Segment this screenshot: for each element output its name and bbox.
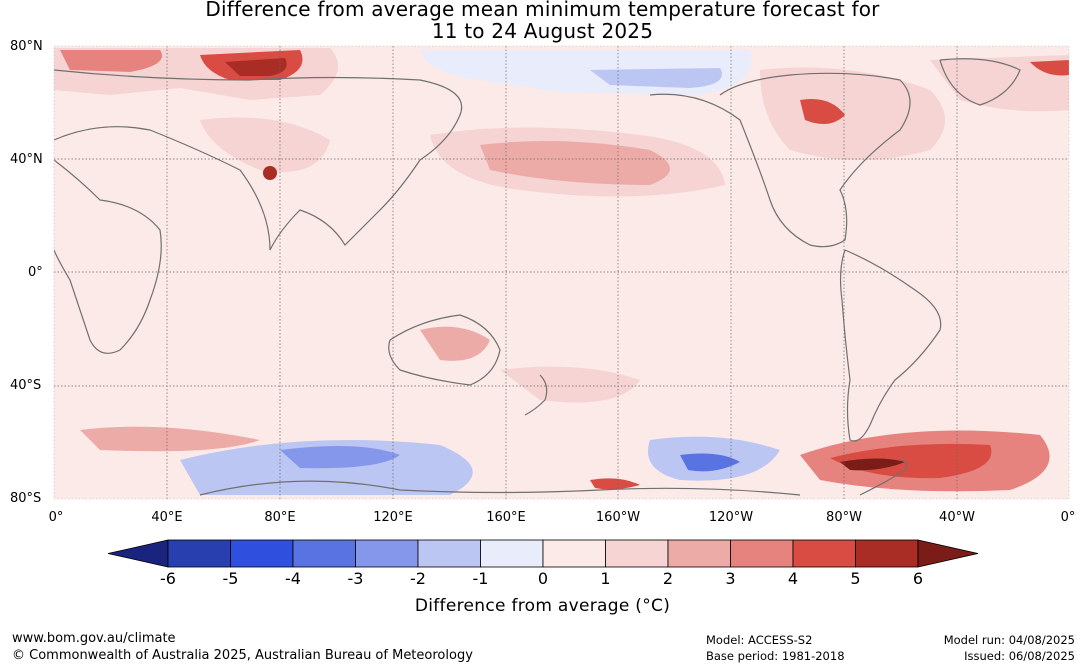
coastline-south-america	[839, 249, 942, 442]
colorbar-tick-label: -3	[347, 569, 364, 588]
anomaly-field-south-atlantic-core	[840, 458, 905, 471]
lat-label-40s: 40°S	[10, 378, 42, 393]
lat-label-0: 0°	[28, 265, 43, 280]
anomaly-field-south-pacific-cool-core	[680, 453, 740, 472]
colorbar-box-4	[417, 539, 481, 568]
map-frame	[53, 45, 1070, 500]
colorbar-box-2	[292, 539, 356, 568]
lon-label-40e: 40°E	[151, 510, 183, 525]
colorbar-box-3	[355, 539, 419, 568]
coastline-australia	[388, 314, 501, 386]
colorbar-tick-label: -4	[285, 569, 301, 588]
lon-label-0-east-edge: 0°	[1060, 510, 1076, 525]
anomaly-field-greenland-hot	[1030, 60, 1069, 76]
anomaly-field-drake-warm	[590, 478, 640, 490]
colorbar-tick-label: 6	[912, 569, 924, 588]
coastlines	[54, 58, 1021, 496]
coastline-greenland	[939, 58, 1021, 106]
anomaly-field-arctic-cool-core	[590, 68, 722, 88]
colorbar-tick-label: 2	[662, 569, 674, 588]
lon-label-160w: 160°W	[595, 510, 641, 525]
colorbar-extend-high	[917, 539, 979, 568]
source-url: www.bom.gov.au/climate	[12, 631, 176, 646]
issued-date: Issued: 06/08/2025	[964, 649, 1075, 663]
anomaly-field-australia-warm	[420, 326, 490, 361]
anomaly-field-southern-ocean-cool-core	[280, 446, 400, 469]
colorbar-box-5	[480, 539, 544, 568]
colorbar-tick-label: 3	[725, 569, 736, 588]
lon-label-160e: 160°E	[486, 510, 526, 525]
lon-label-120w: 120°W	[708, 510, 754, 525]
lat-label-80s: 80°S	[10, 491, 42, 506]
anomaly-field-urals-core	[225, 58, 287, 76]
map-title-line1: Difference from average mean minimum tem…	[205, 0, 880, 21]
colorbar-box-1	[230, 539, 294, 568]
coastline-antarctica	[199, 480, 801, 496]
anomaly-field-hudson-hot	[800, 99, 845, 124]
coastline-eurasia	[54, 69, 463, 251]
lon-label-0-west-edge: 0°	[48, 510, 64, 525]
colorbar-box-6	[542, 539, 606, 568]
lon-label-80w: 80°W	[826, 510, 862, 525]
lon-label-80e: 80°E	[264, 510, 296, 525]
colorbar-box-9	[730, 539, 794, 568]
coastline-antarctic-peninsula	[859, 459, 908, 496]
coastline-north-america	[649, 72, 911, 248]
colorbar-tick-label: 4	[787, 569, 799, 588]
copyright-notice: © Commonwealth of Australia 2025, Austra…	[12, 648, 473, 663]
model-run-date: Model run: 04/08/2025	[943, 633, 1075, 647]
map-title-line2: 11 to 24 August 2025	[431, 19, 654, 43]
colorbar-box-7	[605, 539, 669, 568]
colorbar-tick-label: 1	[600, 569, 611, 588]
colorbar	[107, 539, 979, 568]
colorbar-extend-low	[107, 539, 169, 568]
anomaly-field-central-asia-hot	[263, 166, 277, 180]
colorbar-box-0	[167, 539, 231, 568]
colorbar-tick-label: -1	[472, 569, 489, 588]
lat-label-40n: 40°N	[10, 152, 43, 167]
lon-label-120e: 120°E	[373, 510, 413, 525]
gridlines	[54, 46, 1069, 499]
colorbar-label: Difference from average (°C)	[414, 596, 671, 616]
anomaly-field-north-pacific-core	[480, 141, 670, 185]
lon-label-40w: 40°W	[939, 510, 975, 525]
anomaly-field-north-america-warm	[760, 67, 945, 160]
colorbar-tick-label: -5	[222, 569, 239, 588]
colorbar-box-8	[667, 539, 731, 568]
model-name: Model: ACCESS-S2	[706, 633, 813, 647]
anomaly-field-siberia-warm	[60, 50, 162, 72]
anomaly-field-south-pacific-warm	[500, 366, 640, 403]
anomaly-fields	[54, 48, 1069, 495]
coastline-new-zealand	[524, 374, 548, 416]
coastline-africa	[54, 159, 162, 354]
colorbar-tick-label: 0	[537, 569, 549, 588]
anomaly-field-central-asia-warm	[200, 117, 330, 172]
lat-label-80n: 80°N	[10, 39, 43, 54]
colorbar-tick-label: -2	[410, 569, 426, 588]
colorbar-tick-label: -6	[160, 569, 176, 588]
colorbar-box-11	[855, 539, 919, 568]
anomaly-field-southern-indian-warm	[80, 426, 260, 452]
colorbar-box-10	[792, 539, 856, 568]
colorbar-tick-label: 5	[850, 569, 861, 588]
base-period: Base period: 1981-2018	[706, 649, 845, 663]
